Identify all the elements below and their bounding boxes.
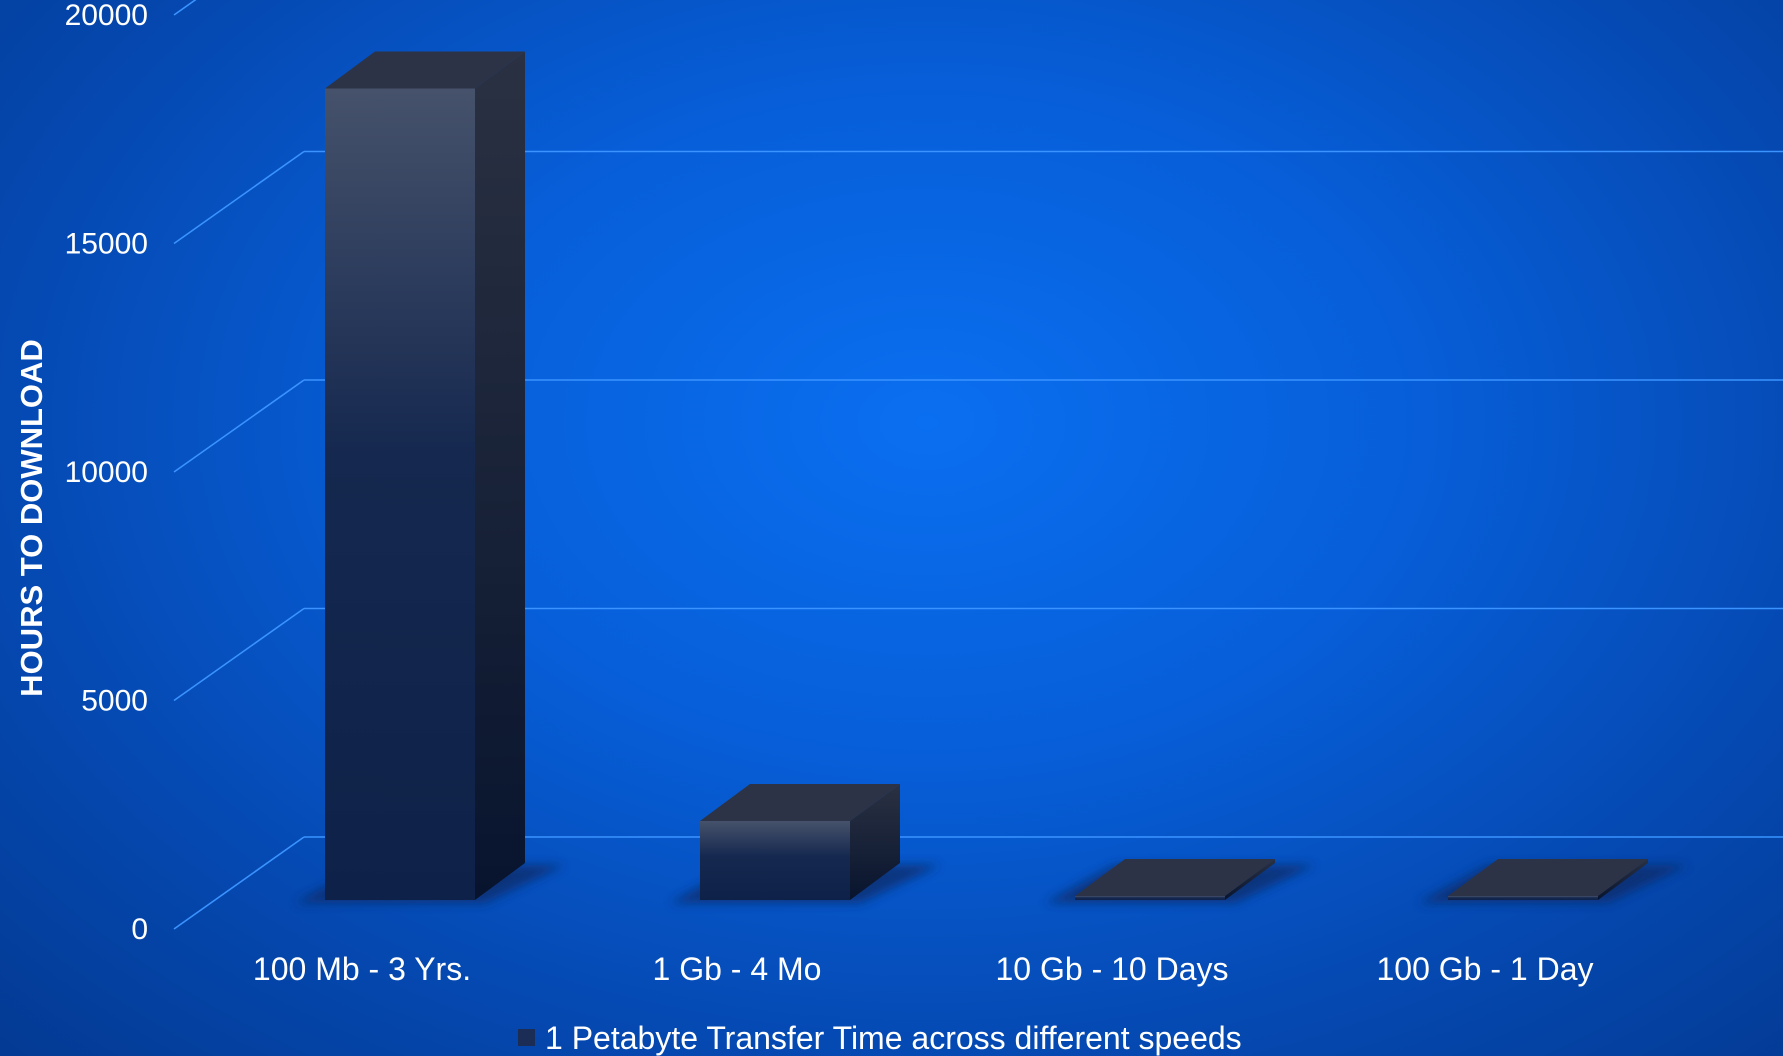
- y-tick-label: 15000: [65, 228, 148, 261]
- legend-swatch: [518, 1029, 535, 1046]
- gridline: [173, 0, 197, 16]
- y-tick-label: 10000: [65, 456, 148, 489]
- gridline: [173, 379, 1783, 473]
- bar: [1045, 859, 1315, 903]
- y-axis-ticks: 050001000015000200002500030000: [65, 0, 148, 946]
- y-axis-title: HOURS TO DOWNLOAD: [14, 339, 49, 697]
- gridline: [173, 607, 1783, 702]
- gridline: [173, 150, 1783, 245]
- x-category-label: 100 Mb - 3 Yrs.: [253, 951, 471, 987]
- x-category-label: 1 Gb - 4 Mo: [653, 951, 822, 987]
- bar: [1418, 859, 1688, 903]
- x-category-label: 10 Gb - 10 Days: [996, 951, 1229, 987]
- y-tick-label: 20000: [65, 0, 148, 32]
- bars: [295, 51, 1688, 903]
- x-category-label: 100 Gb - 1 Day: [1377, 951, 1594, 987]
- legend-label: 1 Petabyte Transfer Time across differen…: [545, 1020, 1242, 1056]
- bar: [295, 51, 565, 903]
- gridline: [173, 836, 1783, 930]
- y-tick-label: 0: [131, 913, 148, 946]
- gridlines: [173, 0, 1783, 930]
- y-tick-label: 5000: [81, 685, 148, 718]
- legend: 1 Petabyte Transfer Time across differen…: [518, 1020, 1242, 1056]
- x-axis-categories: 100 Mb - 3 Yrs. 1 Gb - 4 Mo 10 Gb - 10 Day…: [253, 951, 1594, 987]
- bar: [670, 784, 940, 903]
